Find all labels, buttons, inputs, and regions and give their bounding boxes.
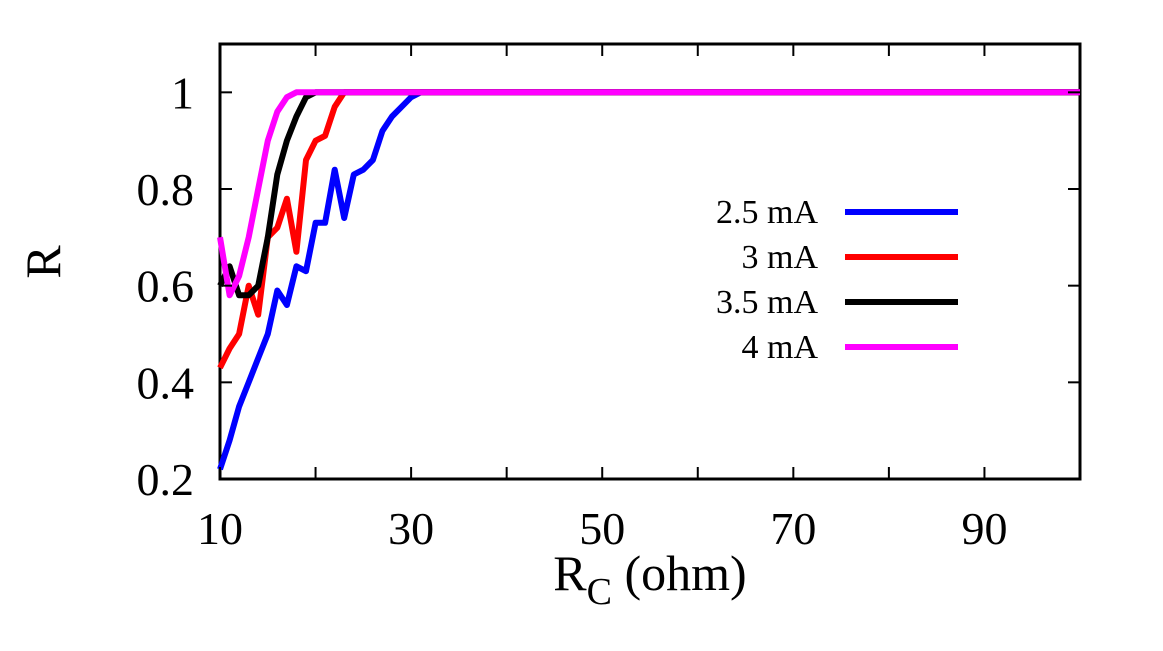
- legend-label-1: 2.5 mA: [716, 194, 818, 231]
- legend: 2.5 mA 3 mA 3.5 mA 4 mA: [716, 194, 958, 366]
- series-layer: [217, 89, 1080, 471]
- x-axis-label-main: R: [553, 545, 587, 601]
- series-line-4: [217, 89, 1080, 299]
- y-tick-label: 0.4: [137, 357, 195, 408]
- x-axis-label: RC (ohm): [553, 545, 746, 613]
- series-line-2: [217, 89, 1080, 370]
- y-tick-label: 0.2: [137, 454, 195, 505]
- series-line-1: [217, 89, 1080, 471]
- plot-frame: [218, 42, 1082, 481]
- plot-area: [218, 42, 1082, 481]
- y-tick-label: 0.6: [137, 261, 195, 312]
- x-tick-label: 10: [197, 503, 243, 554]
- x-tick-label: 30: [388, 503, 434, 554]
- x-axis-label-unit: (ohm): [612, 545, 747, 601]
- axis-ticks: 0.2 0.4 0.6 0.8 1 10 30 50 70 90: [137, 44, 1080, 554]
- y-axis-label: R: [15, 245, 71, 279]
- x-tick-label: 90: [961, 503, 1007, 554]
- legend-label-2: 3 mA: [742, 239, 819, 276]
- legend-label-3: 3.5 mA: [716, 284, 818, 321]
- x-tick-label: 50: [579, 503, 625, 554]
- x-axis-label-subscript: C: [587, 571, 612, 613]
- legend-label-4: 4 mA: [742, 329, 819, 366]
- series-line-3: [217, 89, 1080, 299]
- x-tick-label: 70: [770, 503, 816, 554]
- y-tick-label: 1: [171, 67, 194, 118]
- y-tick-label: 0.8: [137, 164, 195, 215]
